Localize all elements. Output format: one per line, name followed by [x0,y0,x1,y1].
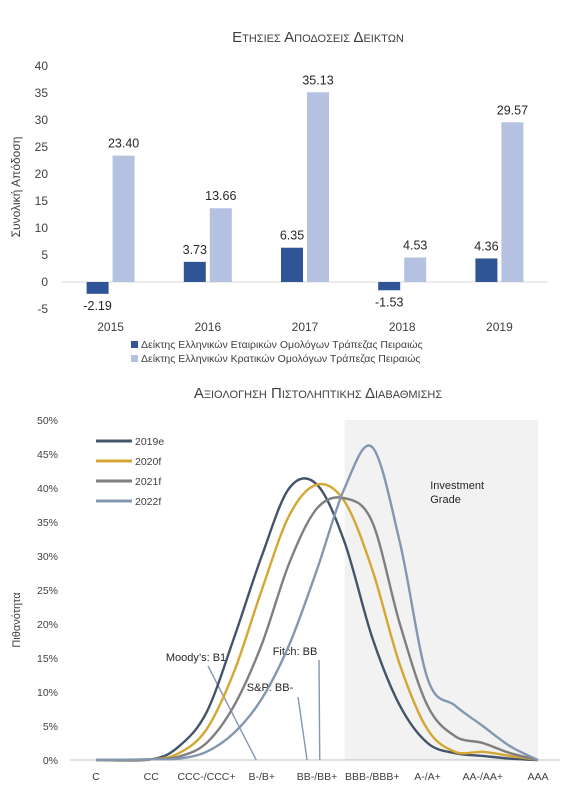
chart1-y-tick-label: 10 [35,221,49,235]
chart1-y-tick-label: 40 [35,59,49,73]
chart2-lines [95,444,539,762]
line-series-2020f [95,482,539,762]
data-label: 4.53 [403,239,427,253]
annotation-label: S&P: BB- [247,682,294,694]
chart1-y-tick-label: 25 [35,140,49,154]
legend-swatch [131,355,138,362]
bar-government-2018 [404,257,427,282]
data-label: -1.53 [375,295,404,309]
legend-label: Δείκτης Ελληνικών Κρατικών Ομολόγων Τράπ… [141,353,420,365]
chart1-y-tick-label: 35 [35,86,49,100]
annotation-label: Moody’s: B1 [166,652,226,664]
chart1-x-tick-label: 2017 [292,320,319,334]
chart2-y-tick-label: 15% [37,653,58,665]
line-series-2021f [95,496,539,762]
chart2-y-tick-label: 20% [37,619,58,631]
chart1-ylabel: Συνολική Απόδοση [9,137,23,238]
chart2-x-tick-label: BB-/BB+ [297,771,338,783]
chart1-y-tick-label: 5 [41,248,48,262]
chart2-x-tick-label: B-/B+ [248,771,275,783]
legend-label: 2020f [135,456,161,468]
chart2-annotations: Moody’s: B1 S&P: BB- Fitch: BB [166,646,321,761]
bar-government-2016 [209,208,232,282]
investment-grade-region [344,420,538,760]
data-label: 35.13 [302,73,333,87]
annotation-leader [297,696,308,761]
chart2-y-ticks: 50% 45% 40% 35% 30% 25% 20% 15% 10% 5% 0% [37,415,58,767]
chart2-y-tick-label: 5% [43,721,58,733]
chart1-y-ticks: 40 35 30 25 20 15 10 5 0 -5 [35,59,49,316]
data-label: 13.66 [205,189,236,203]
chart1-y-tick-label: 30 [35,113,49,127]
data-label: -2.19 [83,299,112,313]
data-label: 6.35 [280,229,304,243]
legend-label: Δείκτης Ελληνικών Εταιρικών Ομολόγων Τρά… [141,339,423,351]
bar-corporate-2016 [183,261,206,282]
investment-grade-label-line2: Grade [430,494,461,506]
chart2-y-tick-label: 50% [37,415,58,427]
chart2-y-tick-label: 10% [37,687,58,699]
legend-label: 2021f [135,476,161,488]
chart2-legend: 2019e 2020f 2021f 2022f [96,436,164,508]
chart1-bars: -2.19 23.40 3.73 13.66 6.35 35.13 -1.53 4.53 4.3… [83,73,528,313]
bar-corporate-2018 [378,282,401,291]
bar-corporate-2017 [281,247,303,282]
legend-label: 2019e [135,436,164,448]
chart2-y-tick-label: 40% [37,483,58,495]
data-label: 23.40 [108,137,139,151]
chart2-x-tick-label: BBB-/BBB+ [345,771,400,783]
chart2-x-tick-label: CCC-/CCC+ [177,771,235,783]
chart1-x-tick-label: 2018 [389,320,416,334]
line-series-2019e [95,477,539,762]
bar-corporate-2019 [475,258,498,282]
chart2-y-tick-label: 0% [43,755,58,767]
chart1-y-tick-label: 15 [35,194,49,208]
chart2-x-tick-label: AAA [527,771,548,783]
chart2-x-ticks: C CC CCC-/CCC+ B-/B+ BB-/BB+ BBB-/BBB+ A-/A+ AA… [92,771,548,783]
bar-government-2017 [307,92,329,282]
chart1-y-tick-label: 20 [35,167,49,181]
chart1-x-ticks: 2015 2016 2017 2018 2019 [97,320,513,334]
bar-government-2019 [501,122,524,283]
bar-government-2015 [112,155,135,282]
data-label: 3.73 [183,243,207,257]
line-series-2022f [95,444,539,762]
chart2-y-tick-label: 25% [37,585,58,597]
chart2-x-tick-label: C [92,771,100,783]
bar-corporate-2015 [86,282,109,294]
chart1-y-tick-label: 0 [41,275,48,289]
chart2-x-tick-label: A-/A+ [414,771,441,783]
data-label: 29.57 [497,103,528,117]
annotation-label: Fitch: BB [273,646,318,658]
chart2-ylabel: Πιθανότητα [11,592,23,648]
chart1-legend: Δείκτης Ελληνικών Εταιρικών Ομολόγων Τρά… [131,339,423,365]
chart2-x-tick-label: CC [144,771,160,783]
legend-label: 2022f [135,496,161,508]
chart1-x-tick-label: 2016 [194,320,221,334]
chart1-x-tick-label: 2019 [486,320,513,334]
chart1-x-tick-label: 2015 [97,320,124,334]
investment-grade-label-line1: Investment [430,480,484,492]
data-label: 4.36 [474,239,498,253]
chart2-title: Αξιολογηση Πιστοληπτικησ Διαβαθμισησ [194,385,443,402]
annotation-leader [318,659,321,761]
chart2-y-tick-label: 45% [37,449,58,461]
chart2-y-tick-label: 30% [37,551,58,563]
chart2-x-tick-label: AA-/AA+ [462,771,503,783]
chart2-y-tick-label: 35% [37,517,58,529]
chart1-title: Ετησιεσ Αποδοσεισ Δεικτων [232,29,404,46]
chart1-y-tick-label: -5 [37,302,48,316]
annotation-leader [207,665,257,761]
legend-swatch [131,341,138,348]
